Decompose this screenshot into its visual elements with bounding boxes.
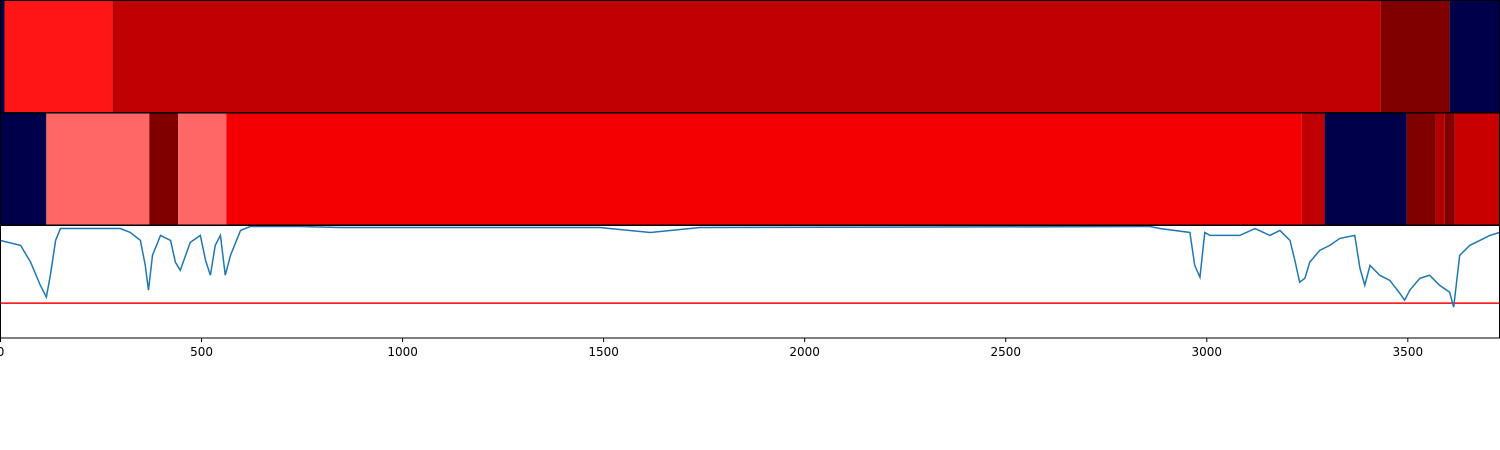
segment <box>1435 113 1445 225</box>
segment <box>4 0 113 113</box>
data-line <box>0 225 1500 308</box>
x-tick-label: 1500 <box>588 345 619 359</box>
segment <box>0 113 47 225</box>
segment <box>1380 0 1450 113</box>
segment <box>1444 113 1455 225</box>
x-tick-label: 1000 <box>387 345 418 359</box>
segment <box>226 113 1302 225</box>
x-tick-label: 500 <box>190 345 213 359</box>
segment <box>112 0 1381 113</box>
segment <box>46 113 150 225</box>
segment <box>1449 0 1500 113</box>
x-tick-label: 2000 <box>789 345 820 359</box>
segment <box>149 113 179 225</box>
x-tick-label: 3000 <box>1192 345 1223 359</box>
segment <box>1406 113 1436 225</box>
segment <box>1454 113 1500 225</box>
segment <box>1301 113 1325 225</box>
axes-frame <box>0 225 1500 339</box>
x-tick-label: 0 <box>0 345 4 359</box>
segment <box>1324 113 1407 225</box>
x-tick-label: 3500 <box>1393 345 1424 359</box>
segment <box>0 0 5 113</box>
x-tick-label: 2500 <box>990 345 1021 359</box>
segment <box>178 113 227 225</box>
